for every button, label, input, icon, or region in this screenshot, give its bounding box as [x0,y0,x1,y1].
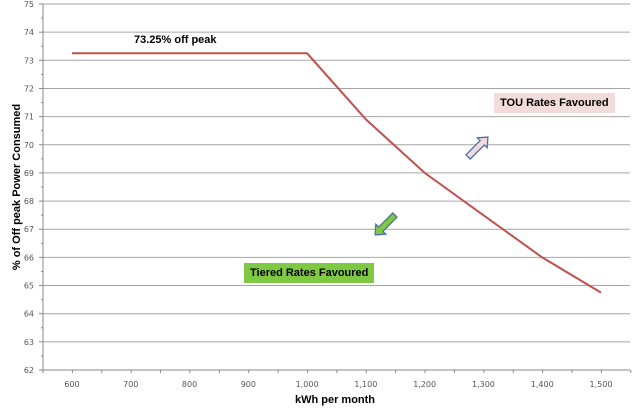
tiered-favoured-label: Tiered Rates Favoured [244,263,375,283]
y-axis-title: % of Off peak Power Consumed [11,104,23,270]
down-left-arrow-icon [374,212,398,236]
y-tick-label: 66 [24,253,34,262]
x-tick-label: 1,100 [354,380,377,389]
up-right-arrow-icon [465,136,489,160]
x-tick-label: 1,500 [590,380,613,389]
x-tick-label: 600 [64,380,79,389]
y-tick-label: 65 [24,282,34,291]
y-tick-label: 71 [24,113,34,122]
y-tick-label: 70 [24,141,34,150]
y-tick-label: 73 [24,56,34,65]
series-line [72,52,602,294]
y-tick-label: 64 [24,310,34,319]
peak-annotation: 73.25% off peak [134,34,217,46]
x-tick-label: 1,400 [531,380,554,389]
x-tick-label: 1,000 [296,380,319,389]
tou-favoured-label: TOU Rates Favoured [494,93,615,113]
y-tick-label: 75 [24,0,34,9]
y-tick-label: 74 [24,28,34,37]
x-tick-label: 800 [182,380,197,389]
y-tick-label: 68 [24,197,34,206]
x-axis-title: kWh per month [295,394,375,406]
axes [39,3,632,373]
y-axis-ticks: 62 63 64 65 66 67 68 69 70 71 72 73 74 75 [24,0,34,375]
x-tick-label: 900 [241,380,256,389]
x-tick-label: 1,200 [413,380,436,389]
x-tick-label: 700 [123,380,138,389]
gridlines [43,3,630,343]
y-tick-label: 62 [24,366,34,375]
y-tick-label: 72 [24,84,34,93]
x-axis-ticks: 600 700 800 900 1,000 1,100 1,200 1,300 1,400 1,5… [64,380,612,389]
y-tick-label: 69 [24,169,34,178]
y-tick-label: 67 [24,225,34,234]
y-tick-label: 63 [24,338,34,347]
x-tick-label: 1,300 [472,380,495,389]
